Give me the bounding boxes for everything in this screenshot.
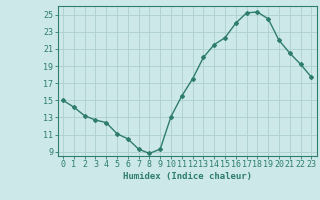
X-axis label: Humidex (Indice chaleur): Humidex (Indice chaleur)	[123, 172, 252, 181]
